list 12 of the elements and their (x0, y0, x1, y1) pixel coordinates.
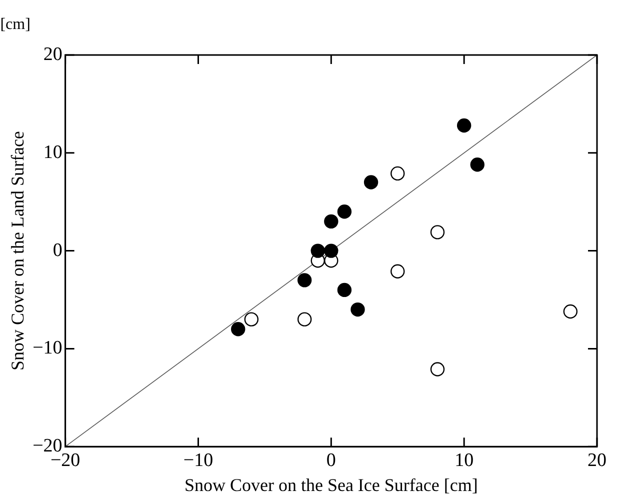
y-tick-label: −10 (32, 338, 62, 359)
y-tick-label: 20 (43, 44, 62, 65)
x-tick-label: 10 (454, 450, 474, 471)
x-tick-label: 0 (326, 450, 336, 471)
x-tick-label: −10 (183, 450, 214, 471)
y-axis-title: Snow Cover on the Land Surface (8, 131, 28, 371)
text: [cm] (0, 16, 30, 34)
x-axis-title: Snow Cover on the Sea Ice Surface [cm] (184, 474, 478, 495)
y-tick-label: 10 (43, 142, 62, 163)
x-tick-label: 20 (588, 450, 606, 471)
y-tick-label: 0 (52, 240, 62, 261)
y-tick-label: −20 (32, 436, 62, 457)
